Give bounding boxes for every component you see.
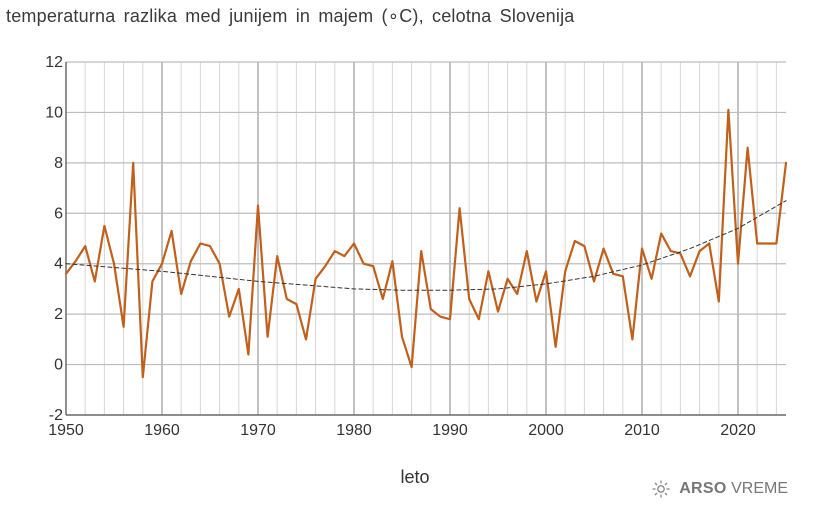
y-tick-label: 8 (54, 155, 63, 172)
x-tick-label: 2000 (528, 422, 564, 439)
x-axis-label: leto (400, 467, 430, 487)
data-series-line (64, 108, 788, 379)
y-tick-label: -2 (49, 407, 63, 424)
x-tick-labels: 1950 1960 1970 1980 1990 2000 2010 2020 (48, 422, 756, 439)
y-tick-label: 12 (45, 54, 63, 71)
y-tick-label: 2 (54, 306, 63, 323)
arso-vreme-logo: ARSO VREME (651, 479, 788, 499)
x-tick-label: 1990 (432, 422, 468, 439)
chart-title: temperaturna razlika med junijem in maje… (6, 6, 575, 26)
sun-icon (652, 480, 670, 498)
y-tick-label: 10 (45, 104, 63, 121)
brand-bold: ARSO (679, 480, 727, 497)
x-tick-label: 1980 (336, 422, 372, 439)
x-tick-label: 2020 (720, 422, 756, 439)
y-tick-label: 0 (54, 357, 63, 374)
series (64, 108, 788, 379)
trend-line (65, 200, 787, 291)
x-tick-label: 2010 (624, 422, 660, 439)
x-tick-label: 1960 (144, 422, 180, 439)
grid (66, 61, 786, 416)
y-tick-label: 6 (54, 205, 63, 222)
axes (65, 62, 786, 416)
x-tick-label: 1970 (240, 422, 276, 439)
y-tick-labels: -2 0 2 4 6 8 10 12 (45, 54, 63, 424)
x-tick-label: 1950 (48, 422, 84, 439)
y-tick-label: 4 (54, 256, 63, 273)
brand-light: VREME (731, 480, 788, 497)
